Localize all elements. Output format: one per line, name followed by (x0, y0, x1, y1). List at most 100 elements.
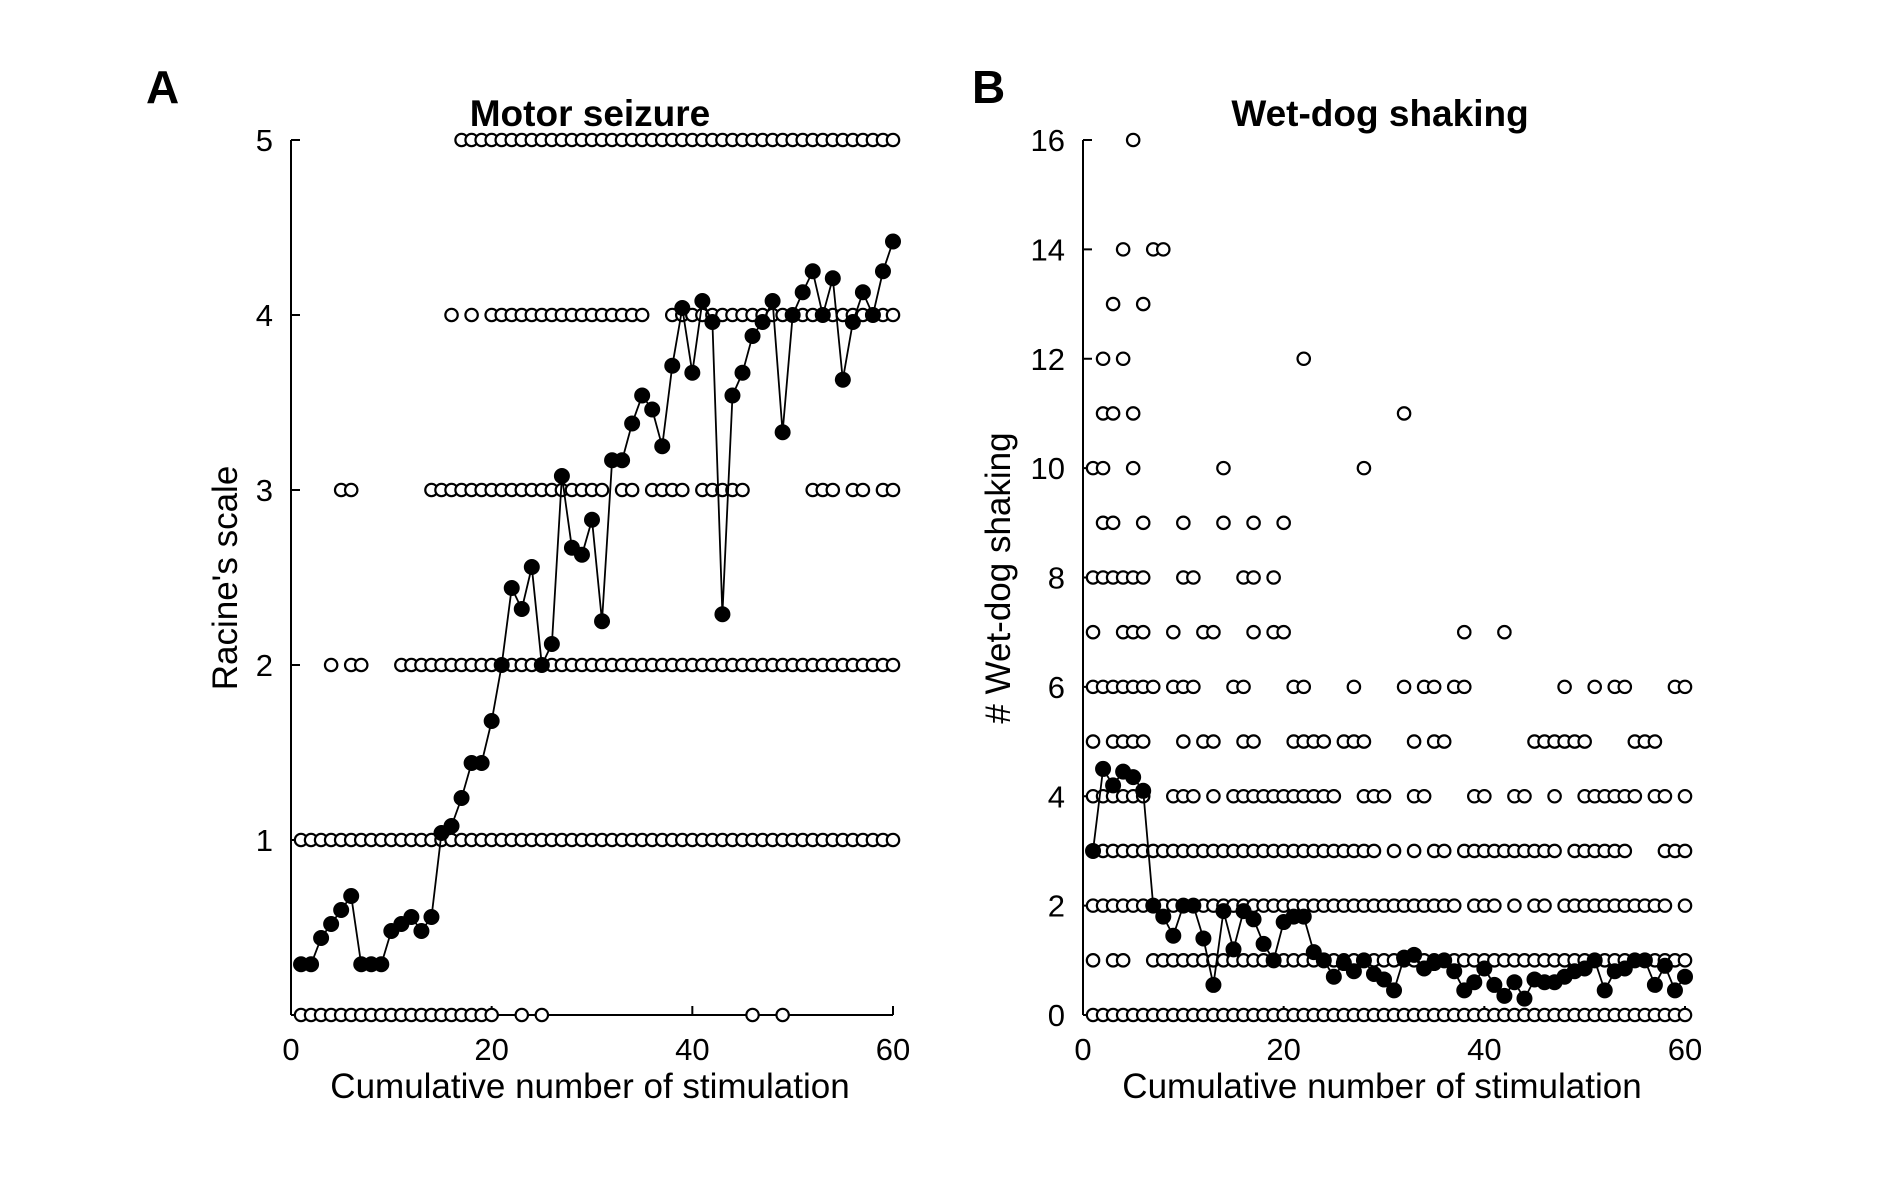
individual-point-b (1627, 788, 1643, 804)
mean-point-a (343, 888, 360, 904)
panel-letter-b: B (972, 61, 1005, 113)
individual-point-b (1406, 843, 1422, 859)
individual-point-b (1677, 788, 1693, 804)
individual-point-b (1095, 351, 1111, 367)
y-tick-label-b: 4 (1048, 779, 1065, 814)
individual-point-b (1396, 406, 1412, 421)
mean-point-a (473, 755, 490, 771)
mean-point-b (1325, 968, 1342, 985)
mean-point-a (704, 314, 721, 330)
individual-point-b (1276, 515, 1291, 531)
y-tick-label-b: 14 (1031, 232, 1065, 267)
panel-a: A Motor seizure Cumulative number of sti… (146, 61, 910, 1106)
individual-point-b (1105, 406, 1121, 421)
individual-point-b (1356, 734, 1372, 749)
mean-point-a (854, 284, 871, 301)
axes-b: 0 20 40 60 0 2 4 6 8 10 12 14 16 (1031, 123, 1703, 1067)
mean-point-b (1225, 941, 1242, 958)
mean-point-b (1476, 960, 1493, 977)
individual-point-b (1617, 843, 1633, 859)
individual-point-b (1677, 843, 1693, 859)
individual-point-b (1316, 734, 1332, 749)
mean-point-a (453, 790, 470, 806)
mean-point-a (774, 424, 791, 441)
individual-point-b (1236, 679, 1251, 695)
individual-point-a (534, 1007, 550, 1023)
mean-point-a (423, 909, 440, 925)
mean-point-b (1265, 952, 1282, 969)
mean-point-a (443, 818, 460, 834)
mean-point-a (493, 657, 510, 673)
individual-point-b (1416, 788, 1432, 804)
mean-point-b (1677, 968, 1693, 985)
mean-point-a (373, 956, 390, 973)
mean-point-a (814, 307, 831, 323)
individual-point-b (1186, 679, 1201, 695)
individual-point-a (594, 482, 610, 498)
mean-point-b (1646, 976, 1663, 993)
mean-point-a (513, 601, 530, 617)
individual-point-b (1115, 953, 1131, 968)
individual-point-b (1166, 624, 1181, 640)
y-tick-label-b: 10 (1031, 451, 1065, 486)
mean-point-a (764, 293, 781, 309)
individual-point-b (1346, 679, 1362, 695)
x-tick-label-a: 40 (675, 1032, 709, 1067)
mean-point-a (874, 263, 891, 280)
mean-point-b (1666, 982, 1683, 999)
individual-point-a (775, 1007, 790, 1023)
y-axis-label-b: # Wet-dog shaking (979, 432, 1018, 723)
mean-point-a (864, 307, 881, 323)
mean-line-a (301, 241, 894, 966)
individual-point-b (1216, 460, 1231, 476)
mean-series-b (1085, 760, 1693, 1007)
mean-point-b (1085, 842, 1102, 859)
individual-point-b (1477, 788, 1492, 804)
individual-point-a (855, 482, 871, 498)
individual-point-b (1176, 734, 1191, 749)
mean-point-b (1295, 908, 1312, 925)
x-axis-label-b: Cumulative number of stimulation (1122, 1067, 1641, 1106)
mean-point-b (1586, 952, 1603, 969)
x-tick-label-b: 0 (1074, 1032, 1091, 1067)
mean-point-b (1185, 897, 1202, 914)
x-tick-label-a: 60 (876, 1032, 910, 1067)
mean-point-b (1386, 982, 1403, 999)
individual-point-b (1085, 624, 1101, 640)
mean-point-b (1095, 760, 1112, 777)
individual-point-b (1386, 843, 1402, 859)
mean-point-b (1215, 903, 1232, 920)
mean-point-a (403, 909, 420, 925)
individual-points-b (1085, 132, 1693, 1023)
individual-point-b (1517, 788, 1532, 804)
individual-point-b (1677, 1007, 1693, 1023)
individual-point-b (1125, 406, 1141, 421)
mean-point-a (654, 438, 671, 455)
individual-point-b (1547, 788, 1562, 804)
mean-point-b (1496, 987, 1513, 1004)
individual-point-b (1657, 898, 1673, 913)
mean-point-a (533, 657, 550, 673)
x-tick-label-b: 20 (1266, 1032, 1300, 1067)
individual-point-b (1246, 515, 1261, 531)
individual-point-a (885, 482, 901, 498)
individual-point-b (1135, 734, 1151, 749)
x-tick-label-b: 60 (1668, 1032, 1702, 1067)
individual-point-b (1266, 570, 1281, 585)
individual-point-b (1105, 296, 1121, 312)
mean-point-a (794, 284, 811, 301)
individual-point-b (1125, 132, 1141, 148)
individual-point-b (1376, 788, 1392, 804)
mean-point-b (1125, 769, 1142, 786)
individual-point-a (885, 832, 901, 848)
individual-point-b (1115, 242, 1131, 257)
individual-points-a (293, 132, 901, 1023)
individual-point-a (674, 482, 690, 498)
individual-point-b (1677, 679, 1693, 695)
y-tick-label-b: 12 (1031, 342, 1065, 377)
individual-point-b (1085, 734, 1101, 749)
mean-point-b (1376, 971, 1392, 988)
y-tick-label-b: 16 (1031, 123, 1065, 158)
